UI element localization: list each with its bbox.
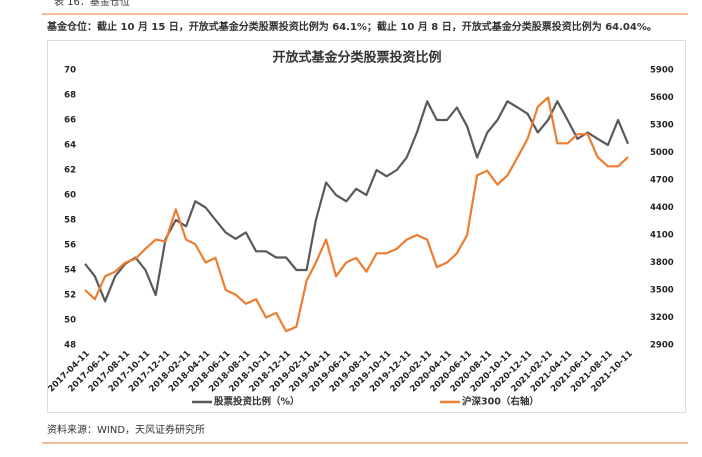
caption: 基金仓位：截止 10 月 15 日，开放式基金分类股票投资比例为 64.1%；截… (46, 20, 657, 33)
y-tick-label: 48 (64, 341, 76, 351)
y-tick-label: 64 (64, 141, 76, 151)
legend-label: 股票投资比例（%） (214, 396, 300, 408)
y-tick-label: 68 (64, 91, 76, 101)
legend-label: 沪深300（右轴） (462, 396, 539, 408)
chart-frame (47, 40, 686, 413)
y-tick-label: 62 (64, 166, 76, 176)
y-tick-label: 66 (64, 116, 76, 126)
y-tick-label: 50 (64, 316, 76, 326)
y-tick-label: 56 (64, 241, 76, 251)
y2-tick-label: 4700 (650, 176, 674, 186)
y2-tick-label: 3800 (650, 258, 674, 268)
y2-tick-label: 2900 (650, 341, 674, 351)
y-tick-label: 52 (64, 291, 76, 301)
y2-tick-label: 5900 (650, 66, 674, 76)
y-tick-label: 54 (64, 266, 76, 276)
series-line (84, 100, 630, 303)
y2-tick-label: 5000 (650, 148, 674, 158)
chart-title: 开放式基金分类股票投资比例 (272, 50, 441, 66)
table-label: 表 16：基金仓位 (54, 0, 130, 8)
y2-tick-label: 4400 (650, 203, 674, 213)
source: 资料来源：WIND，天风证券研究所 (47, 423, 205, 436)
y2-tick-label: 5600 (650, 93, 674, 103)
y2-tick-label: 5300 (650, 121, 674, 131)
y-tick-label: 60 (64, 191, 76, 201)
y2-tick-label: 3200 (650, 313, 674, 323)
y2-tick-label: 3500 (650, 286, 674, 296)
y-tick-label: 58 (64, 216, 76, 226)
series-line (84, 96, 629, 333)
y2-tick-label: 4100 (650, 231, 674, 241)
y-tick-label: 70 (64, 66, 76, 76)
